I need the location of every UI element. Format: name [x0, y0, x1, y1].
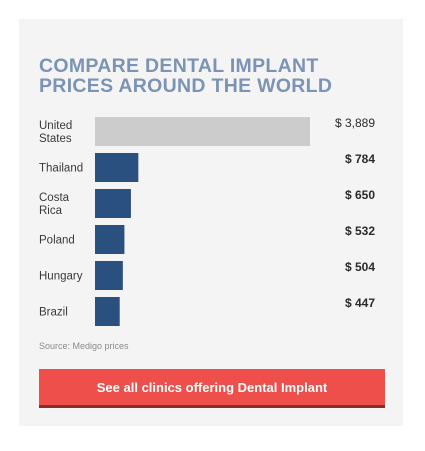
bar-3 [95, 225, 125, 254]
value-label-1: $ 784 [345, 152, 375, 166]
category-label-3: Poland [39, 235, 75, 247]
value-label-0: $ 3,889 [335, 116, 375, 130]
value-label-4: $ 504 [345, 260, 375, 274]
category-label-5: Brazil [39, 307, 68, 319]
price-comparison-card: COMPARE DENTAL IMPLANT PRICES AROUND THE… [19, 19, 403, 426]
chart-title: COMPARE DENTAL IMPLANT PRICES AROUND THE… [39, 55, 333, 97]
price-bar-chart: United States $ 3,889 Thailand $ 784 Costa Ric… [39, 116, 375, 326]
value-label-5: $ 447 [345, 296, 375, 310]
see-all-clinics-button[interactable]: See all clinics offering Dental Implant [39, 369, 385, 408]
category-label-1: Thailand [39, 163, 83, 175]
category-label-0: United States [39, 120, 72, 145]
value-label-3: $ 532 [345, 224, 375, 238]
category-label-2: Costa Rica [39, 192, 70, 217]
category-label-4: Hungary [39, 271, 83, 283]
bar-2 [95, 189, 131, 218]
bar-5 [95, 297, 120, 326]
bar-4 [95, 261, 123, 290]
bar-0 [95, 117, 310, 146]
bar-1 [95, 153, 139, 182]
source-note: Source: Medigo prices [39, 341, 129, 351]
value-label-2: $ 650 [345, 188, 375, 202]
